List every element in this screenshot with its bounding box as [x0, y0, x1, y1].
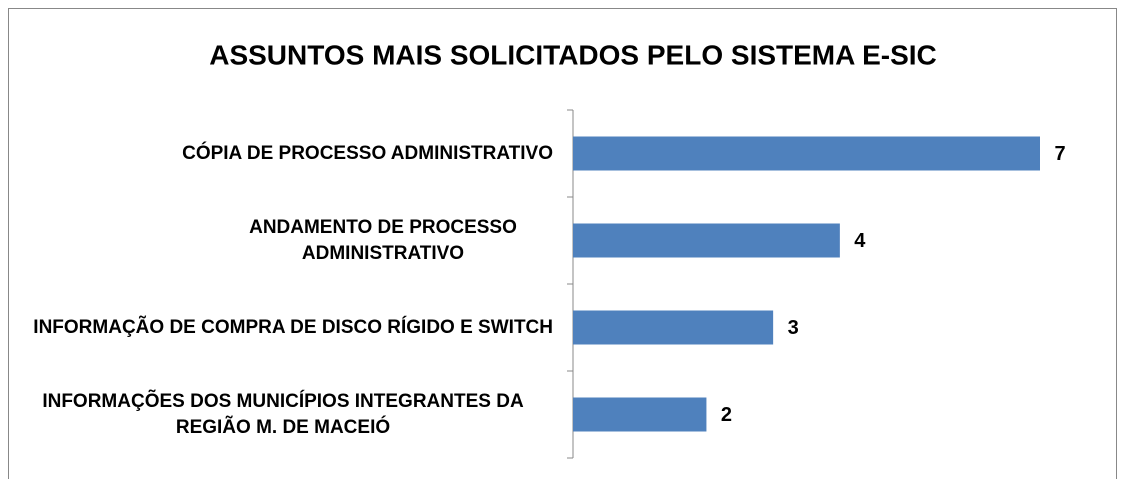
bar	[573, 310, 774, 345]
bar	[573, 136, 1040, 171]
bar	[573, 397, 707, 432]
category-label-box: INFORMAÇÕES DOS MUNICÍPIOS INTEGRANTES D…	[0, 389, 553, 441]
category-label: ANDAMENTO DE PROCESSO ADMINISTRATIVO	[249, 216, 517, 264]
category-label: INFORMAÇÃO DE COMPRA DE DISCO RÍGIDO E S…	[33, 316, 553, 338]
category-label-box: ANDAMENTO DE PROCESSO ADMINISTRATIVO	[0, 215, 553, 267]
data-label: 4	[854, 230, 866, 252]
data-label: 7	[1054, 143, 1065, 165]
category-label: CÓPIA DE PROCESSO ADMINISTRATIVO	[182, 142, 553, 164]
category-label-box: CÓPIA DE PROCESSO ADMINISTRATIVO	[0, 141, 553, 167]
chart-title: ASSUNTOS MAIS SOLICITADOS PELO SISTEMA E…	[209, 39, 937, 70]
chart-border	[8, 8, 1117, 479]
bar	[573, 223, 840, 258]
data-label: 2	[721, 404, 732, 426]
category-label: INFORMAÇÕES DOS MUNICÍPIOS INTEGRANTES D…	[42, 390, 524, 438]
category-label-box: INFORMAÇÃO DE COMPRA DE DISCO RÍGIDO E S…	[0, 315, 553, 341]
data-label: 3	[788, 317, 799, 339]
